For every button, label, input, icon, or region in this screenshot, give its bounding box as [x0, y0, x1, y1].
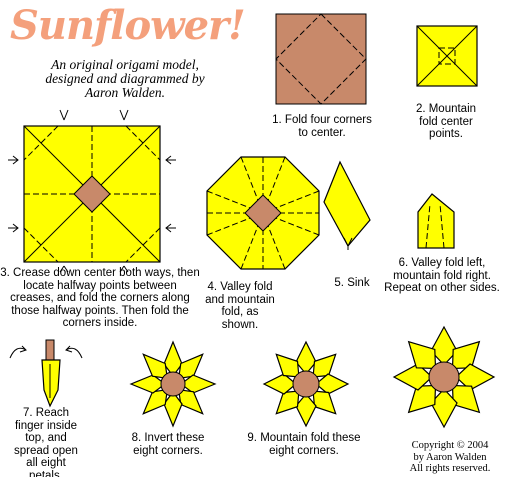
step-1-caption: 1. Fold four corners to center.: [272, 114, 372, 139]
step-3-caption: 3. Crease down center both ways, then lo…: [0, 267, 200, 329]
step-1-diagram: [275, 13, 367, 105]
copyright-note: Copyright © 2004 by Aaron Walden All rig…: [396, 440, 504, 475]
finished-sunflower: [393, 325, 495, 428]
page-title: Sunflower!: [10, 2, 246, 49]
step-8-diagram: [130, 340, 216, 427]
copyright-line-2: by Aaron Walden: [413, 451, 487, 463]
step-2-caption: 2. Mountain fold center points.: [415, 103, 477, 140]
step-4-diagram: [206, 156, 320, 270]
step-9-caption: 9. Mountain fold these eight corners.: [247, 432, 361, 457]
page-subtitle: An original origami model, designed and …: [45, 57, 205, 100]
step-6-caption: 6. Valley fold left, mountain fold right…: [384, 257, 500, 294]
step-9-diagram: [263, 340, 349, 427]
step-4-caption: 4. Valley fold and mountain fold, as sho…: [205, 281, 275, 331]
copyright-line-3: All rights reserved.: [409, 463, 491, 474]
step-7-diagram: [9, 339, 83, 408]
step-6-diagram: [417, 193, 455, 249]
step-7-caption: 7. Reach finger inside top, and spread o…: [14, 407, 78, 477]
step-3-diagram: [8, 109, 176, 273]
step-5-diagram: [323, 160, 371, 250]
step-5-caption: 5. Sink: [334, 277, 370, 289]
copyright-line-1: Copyright © 2004: [411, 440, 489, 451]
step-8-caption: 8. Invert these eight corners.: [131, 432, 205, 457]
step-2-diagram: [416, 25, 478, 87]
